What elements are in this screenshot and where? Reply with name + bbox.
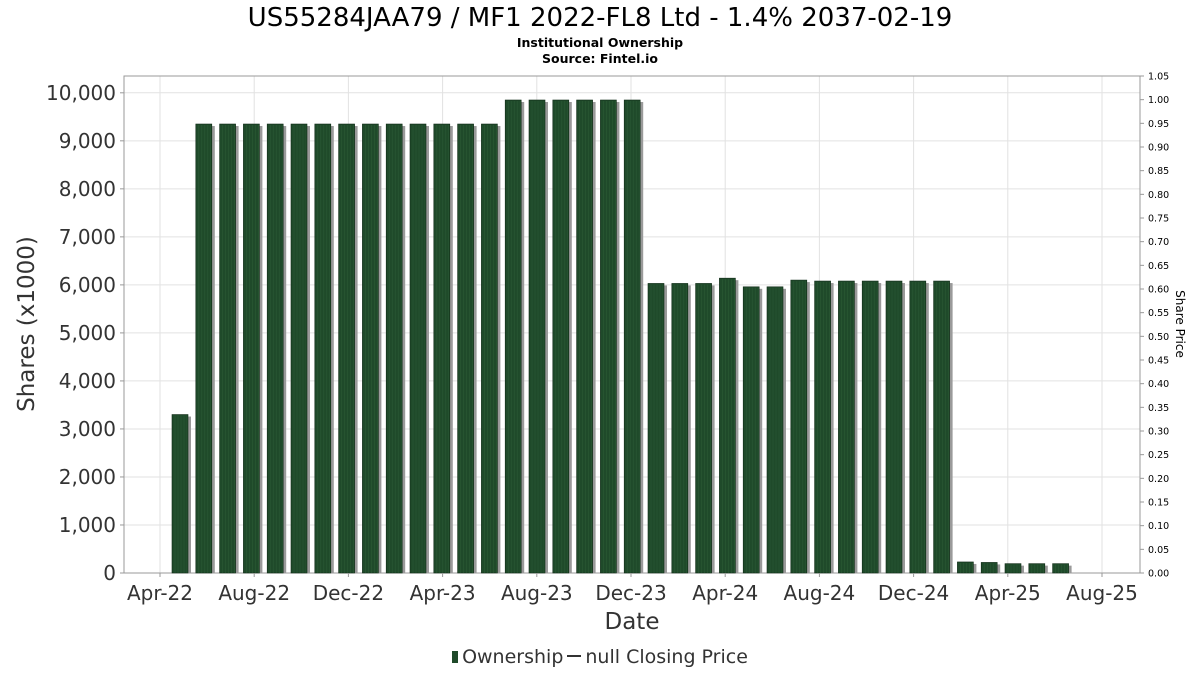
y2-tick-label: 1.05 (1148, 72, 1169, 83)
y2-tick-label: 0.95 (1148, 119, 1169, 130)
y-tick-label: 6,000 (59, 273, 116, 297)
ownership-bar (362, 123, 379, 574)
y2-tick-label: 0.15 (1148, 498, 1169, 509)
x-tick-label: Dec-23 (595, 581, 666, 605)
ownership-bar (861, 280, 879, 574)
ownership-bar (290, 123, 308, 574)
x-tick-label: Apr-25 (975, 581, 1041, 605)
ownership-bar (219, 123, 236, 574)
x-tick-label: Aug-22 (218, 581, 290, 605)
ownership-bar (481, 123, 498, 574)
ownership-bar (957, 561, 974, 574)
x-tick-label: Apr-22 (127, 581, 193, 605)
legend-ownership-label: Ownership (462, 646, 564, 668)
y2-tick-label: 0.75 (1148, 214, 1169, 225)
y2-tick-label: 0.05 (1148, 545, 1169, 556)
ownership-bar (243, 123, 260, 574)
ownership-bar (171, 414, 189, 574)
y2-tick-label: 0.70 (1148, 237, 1169, 248)
y2-tick-label: 0.45 (1148, 356, 1169, 367)
ownership-bar (909, 280, 927, 574)
legend-price-line (567, 655, 582, 657)
y2-tick-label: 0.85 (1148, 166, 1169, 177)
ownership-bar (790, 279, 808, 574)
y-tick-label: 9,000 (59, 129, 116, 153)
ownership-bar (338, 123, 355, 574)
x-tick-label: Aug-24 (784, 581, 856, 605)
y2-tick-label: 0.80 (1148, 190, 1169, 201)
ownership-bar (838, 280, 855, 574)
ownership-bar (1004, 563, 1022, 574)
y2-tick-label: 0.20 (1148, 474, 1169, 485)
y2-tick-label: 0.25 (1148, 450, 1169, 461)
ownership-bar (814, 280, 831, 574)
ownership-bar (528, 99, 546, 574)
ownership-bar (457, 123, 474, 574)
y-tick-label: 0 (103, 561, 116, 585)
ownership-bar (933, 280, 950, 574)
y-tick-label: 2,000 (59, 465, 116, 489)
ownership-bar (671, 283, 689, 574)
y-tick-label: 4,000 (59, 369, 116, 393)
y2-tick-label: 0.10 (1148, 521, 1169, 532)
ownership-bar (647, 283, 665, 574)
y-tick-label: 5,000 (59, 321, 116, 345)
y2-tick-label: 0.60 (1148, 285, 1169, 296)
y2-axis-label: Share Price (1173, 290, 1187, 358)
bars-group (171, 99, 1072, 574)
x-tick-label: Dec-22 (313, 581, 384, 605)
y-tick-label: 7,000 (59, 225, 116, 249)
ownership-bar (600, 99, 617, 574)
x-axis-ticks: Apr-22 Aug-22 Dec-22 Apr-23 Aug-23 Dec-23 Apr-… (127, 573, 1138, 605)
chart-subtitle: Institutional Ownership (516, 35, 684, 50)
ownership-bar (576, 99, 593, 574)
y2-tick-label: 0.30 (1148, 427, 1169, 438)
ownership-bar (885, 280, 903, 574)
y2-axis-ticks: 0.00 0.05 0.10 0.15 0.20 0.25 0.30 0.35 0.40 0.45… (1140, 72, 1169, 580)
y2-tick-label: 0.40 (1148, 379, 1169, 390)
x-tick-label: Apr-23 (410, 581, 476, 605)
ownership-bar (433, 123, 451, 574)
y-axis-label: Shares (x1000) (14, 236, 40, 412)
y2-tick-label: 1.00 (1148, 95, 1169, 106)
chart-title: US55284JAA79 / MF1 2022-FL8 Ltd - 1.4% 2… (247, 3, 953, 33)
x-tick-label: Aug-25 (1066, 581, 1138, 605)
ownership-bar (1028, 563, 1046, 574)
x-tick-label: Aug-23 (501, 581, 573, 605)
ownership-bar (980, 562, 998, 574)
ownership-bar (314, 123, 332, 574)
y2-tick-label: 0.55 (1148, 308, 1169, 319)
y-tick-label: 3,000 (59, 417, 116, 441)
chart-source: Source: Fintel.io (542, 51, 658, 66)
ownership-bar (552, 99, 570, 574)
x-tick-label: Apr-24 (692, 581, 758, 605)
legend-ownership-swatch (452, 651, 459, 663)
y2-tick-label: 0.90 (1148, 143, 1169, 154)
ownership-bar (504, 99, 522, 574)
x-axis-label: Date (605, 609, 660, 635)
ownership-bar (719, 277, 736, 574)
x-tick-label: Dec-24 (878, 581, 949, 605)
y-tick-label: 1,000 (59, 513, 116, 537)
y2-tick-label: 0.50 (1148, 332, 1169, 343)
y2-tick-label: 0.35 (1148, 403, 1169, 414)
ownership-bar (695, 283, 712, 574)
ownership-bar (742, 286, 760, 574)
legend-price-label: null Closing Price (585, 646, 748, 668)
ownership-bar (409, 123, 427, 574)
ownership-bar (1052, 563, 1069, 574)
y-axis-ticks: 0 1,000 2,000 3,000 4,000 5,000 6,000 7,000 8,00… (46, 81, 124, 585)
ownership-bar (385, 123, 403, 574)
y-tick-label: 10,000 (46, 81, 116, 105)
ownership-bar (766, 286, 784, 574)
ownership-bar (623, 99, 641, 574)
ownership-bar (195, 123, 213, 574)
y-tick-label: 8,000 (59, 177, 116, 201)
ownership-bar (266, 123, 284, 574)
legend: Ownership null Closing Price (0, 646, 1200, 668)
y2-tick-label: 0.65 (1148, 261, 1169, 272)
y2-tick-label: 0.00 (1148, 569, 1169, 580)
